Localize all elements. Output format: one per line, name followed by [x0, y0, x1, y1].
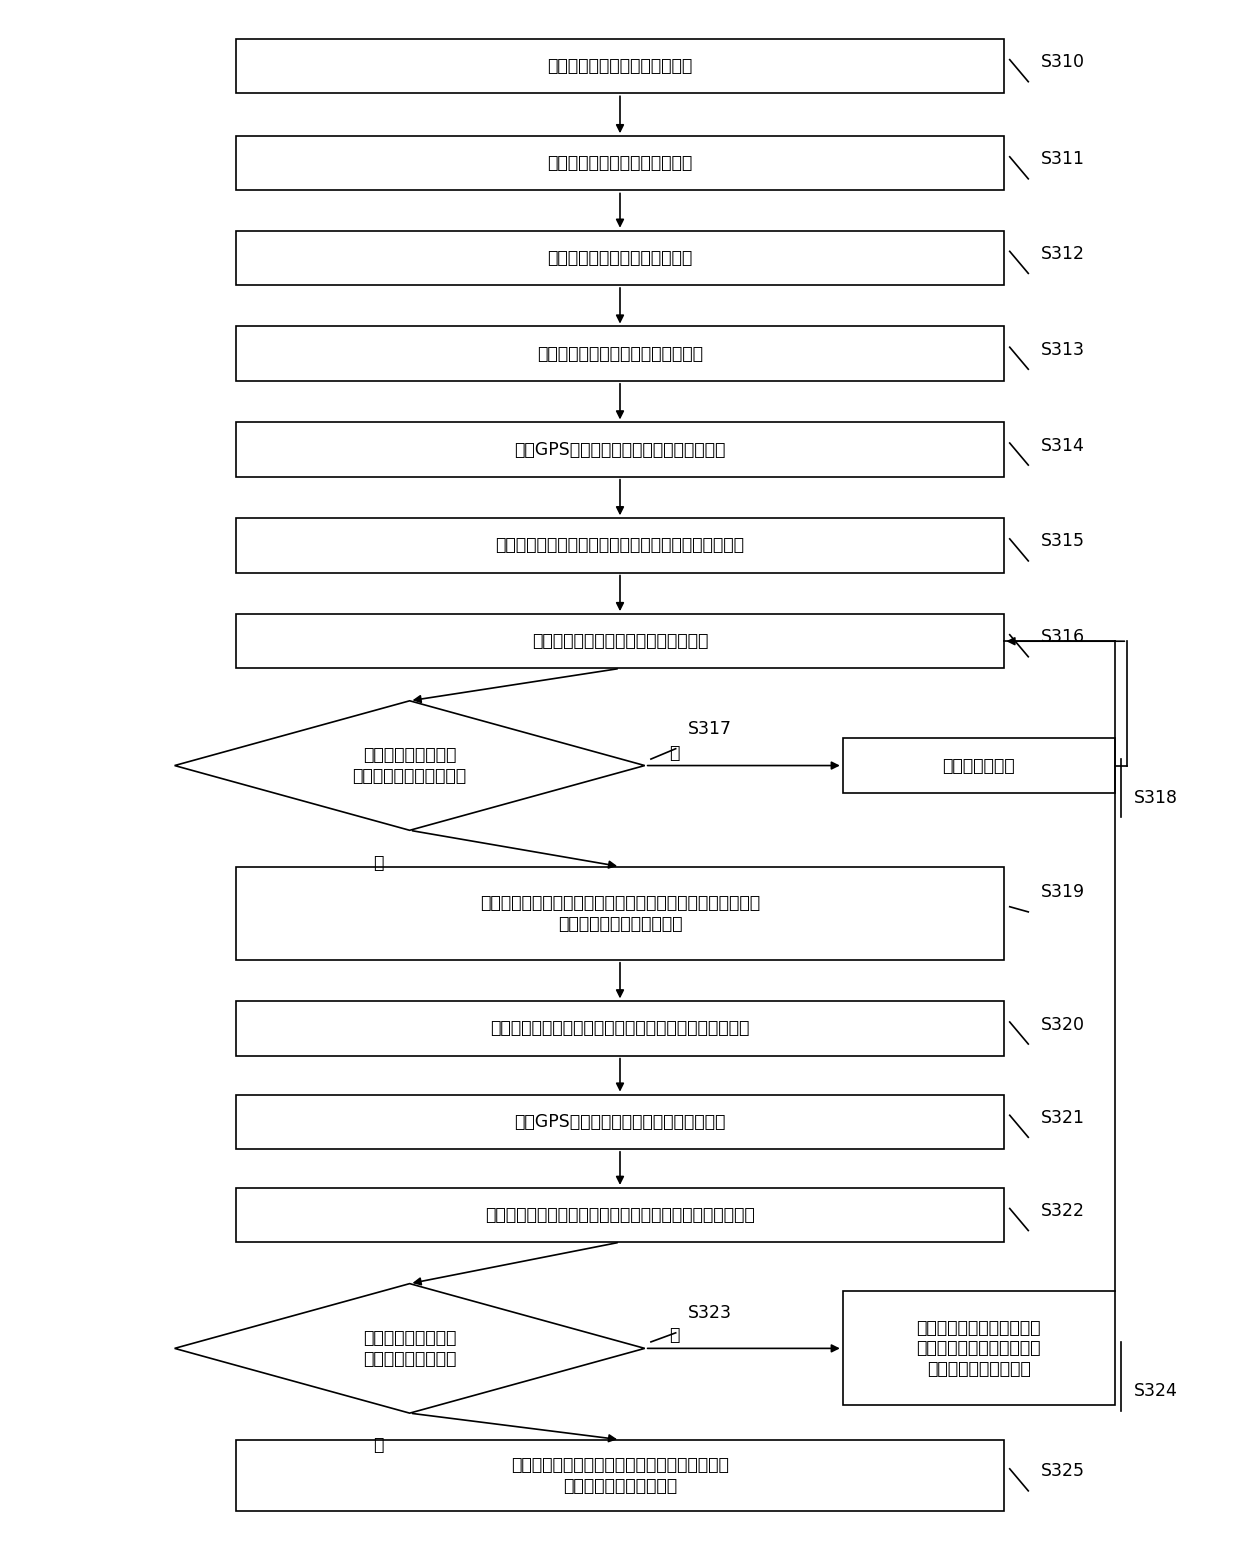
Text: S319: S319 — [1040, 883, 1085, 902]
Text: 是: 是 — [373, 853, 384, 872]
Text: S316: S316 — [1040, 629, 1085, 646]
Text: 确定此时与游戏显示区域的边界点位置对应的遥控器的位置为
游戏空间区域的边界点位置: 确定此时与游戏显示区域的边界点位置对应的遥控器的位置为 游戏空间区域的边界点位置 — [480, 894, 760, 933]
Polygon shape — [175, 701, 645, 830]
Text: 是: 是 — [373, 1437, 384, 1454]
FancyBboxPatch shape — [237, 613, 1003, 668]
Text: 由游戏空间区域的初始点位置以及边界点位置，
确定游戏空间区域的边界: 由游戏空间区域的初始点位置以及边界点位置， 确定游戏空间区域的边界 — [511, 1456, 729, 1495]
FancyBboxPatch shape — [237, 518, 1003, 573]
Text: 利用GPS定位信息对所述地磁信息进行校准: 利用GPS定位信息对所述地磁信息进行校准 — [515, 1113, 725, 1130]
FancyBboxPatch shape — [843, 1291, 1115, 1406]
Text: S322: S322 — [1040, 1202, 1085, 1221]
FancyBboxPatch shape — [237, 39, 1003, 93]
FancyBboxPatch shape — [843, 738, 1115, 793]
Text: 进入游戏空间区域划界向导界面: 进入游戏空间区域划界向导界面 — [547, 58, 693, 75]
Polygon shape — [175, 1283, 645, 1414]
Text: S314: S314 — [1040, 436, 1085, 455]
FancyBboxPatch shape — [237, 422, 1003, 476]
Text: 获得遥控器在游戏空间区域的初始点位置的绝对坐标值: 获得遥控器在游戏空间区域的初始点位置的绝对坐标值 — [496, 536, 744, 554]
Text: 否: 否 — [670, 1327, 680, 1344]
FancyBboxPatch shape — [237, 1001, 1003, 1056]
FancyBboxPatch shape — [237, 1095, 1003, 1149]
Text: 继续移动遥控器: 继续移动遥控器 — [942, 757, 1016, 774]
Text: S321: S321 — [1040, 1109, 1085, 1127]
Text: S311: S311 — [1040, 151, 1085, 168]
Text: 对应显示在游戏显示
区域的点移动到边界点？: 对应显示在游戏显示 区域的点移动到边界点？ — [352, 746, 466, 785]
Text: 获取此时遥控器在游戏空间区域的边界点位置的地磁信息: 获取此时遥控器在游戏空间区域的边界点位置的地磁信息 — [490, 1020, 750, 1037]
Text: S310: S310 — [1040, 53, 1085, 72]
FancyBboxPatch shape — [237, 1188, 1003, 1242]
Text: S317: S317 — [688, 721, 732, 738]
Text: S313: S313 — [1040, 341, 1085, 358]
Text: 否: 否 — [670, 744, 680, 761]
Text: S315: S315 — [1040, 532, 1085, 551]
FancyBboxPatch shape — [237, 135, 1003, 190]
Text: 确定游戏空间区域的初始点位置: 确定游戏空间区域的初始点位置 — [547, 154, 693, 173]
FancyBboxPatch shape — [237, 1440, 1003, 1510]
Text: S312: S312 — [1040, 244, 1085, 263]
Text: 确定游戏显示区域的初始点位置: 确定游戏显示区域的初始点位置 — [547, 249, 693, 266]
Text: S324: S324 — [1133, 1383, 1177, 1400]
Text: 利用GPS定位信息对所述地磁信息进行校准: 利用GPS定位信息对所述地磁信息进行校准 — [515, 441, 725, 458]
Text: 获取遥控器在初始点位置的地磁信息: 获取遥控器在初始点位置的地磁信息 — [537, 344, 703, 363]
Text: 游戏空间区域的所有
边界点位置都已确定: 游戏空间区域的所有 边界点位置都已确定 — [363, 1330, 456, 1367]
Text: 按照屏幕提示，将遥控器移
到遥控器的初始点位置，继
续确定其他边界点位置: 按照屏幕提示，将遥控器移 到遥控器的初始点位置，继 续确定其他边界点位置 — [916, 1319, 1042, 1378]
Text: S318: S318 — [1133, 789, 1178, 807]
FancyBboxPatch shape — [237, 867, 1003, 959]
Text: 从遥控器的初始点位置开始移动遥控器: 从遥控器的初始点位置开始移动遥控器 — [532, 632, 708, 651]
Text: S323: S323 — [688, 1305, 732, 1322]
FancyBboxPatch shape — [237, 230, 1003, 285]
FancyBboxPatch shape — [237, 327, 1003, 381]
Text: 获得此时遥控器在游戏空间区域的边界点位置的绝对坐标值: 获得此时遥控器在游戏空间区域的边界点位置的绝对坐标值 — [485, 1207, 755, 1224]
Text: S320: S320 — [1040, 1015, 1085, 1034]
Text: S325: S325 — [1040, 1462, 1085, 1481]
